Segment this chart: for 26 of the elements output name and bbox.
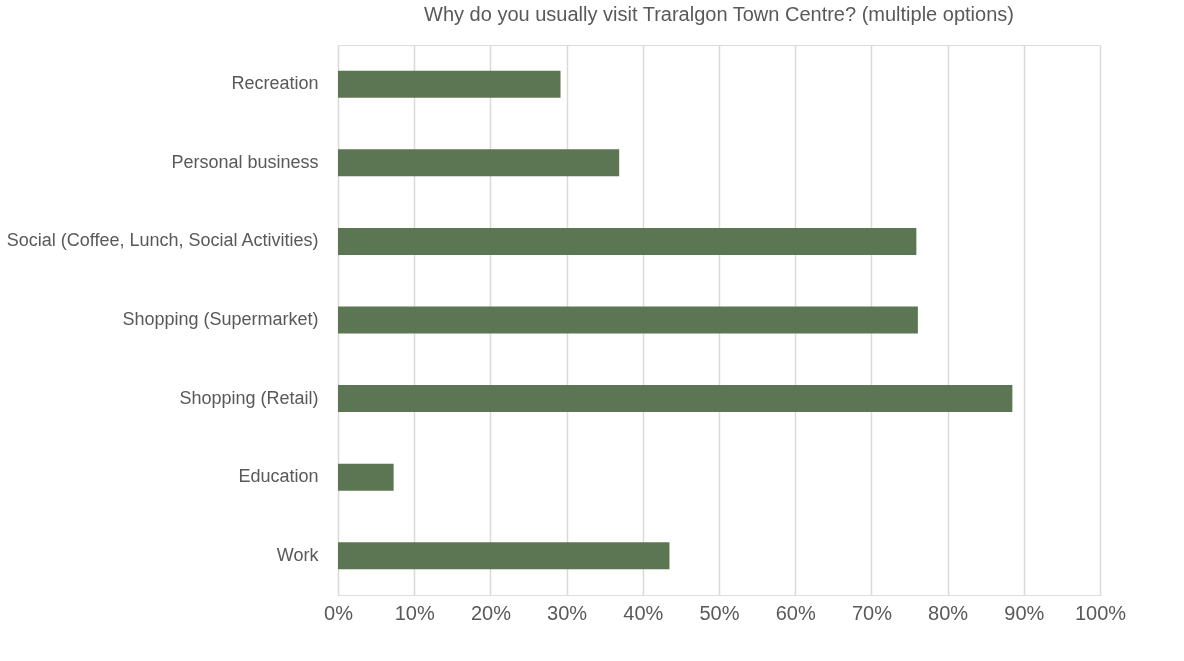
x-tick-label: 70%: [851, 601, 893, 624]
x-tick-label: 80%: [928, 601, 969, 624]
bar: [338, 463, 394, 491]
bar: [338, 149, 620, 177]
x-tick-label: 40%: [623, 601, 664, 624]
y-tick-label: Shopping (Retail): [179, 387, 319, 408]
y-tick-label: Social (Coffee, Lunch, Social Activities): [6, 230, 319, 251]
x-tick-label: 100%: [1074, 601, 1127, 624]
bar: [338, 542, 670, 570]
x-tick-label: 60%: [775, 601, 816, 624]
y-tick-label: Work: [276, 544, 320, 565]
bar: [338, 227, 917, 255]
bar: [338, 70, 561, 98]
bar: [338, 385, 1013, 413]
y-tick-label: Shopping (Supermarket): [122, 309, 319, 329]
bar: [338, 306, 918, 334]
chart-title: Why do you usually visit Traralgon Town Centre? (multiple options): [424, 3, 1014, 25]
y-tick-label: Education: [238, 466, 319, 487]
x-tick-label: 10%: [394, 601, 435, 624]
x-tick-label: 20%: [470, 601, 512, 624]
x-tick-label: 30%: [547, 601, 588, 624]
x-tick-label: 90%: [1004, 601, 1045, 624]
x-tick-label: 0%: [324, 601, 354, 624]
y-tick-label: Recreation: [231, 73, 319, 94]
y-tick-label: Personal business: [171, 151, 319, 172]
x-tick-label: 50%: [699, 601, 740, 624]
